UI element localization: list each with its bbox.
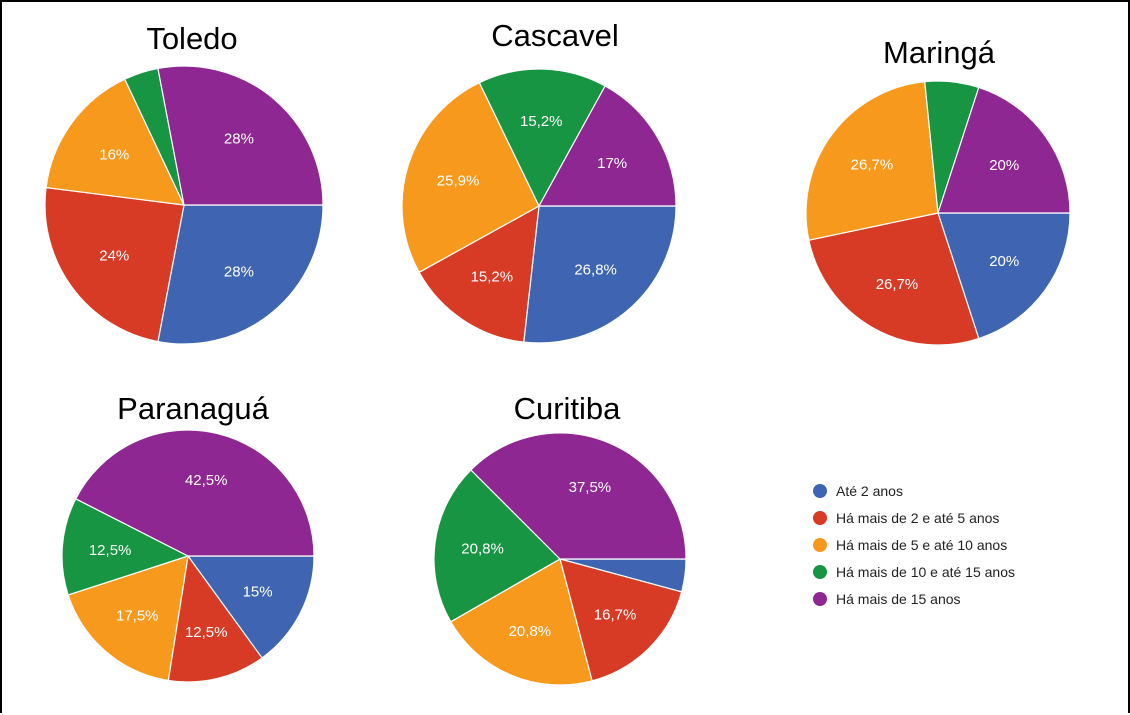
pie-slice-label: 20,8% [461, 541, 504, 558]
pie-slice-label: 26,7% [876, 276, 919, 293]
pie-slice-label: 25,9% [437, 172, 480, 189]
pie-chart: 28% 24% 16% 28% Toledo [44, 21, 324, 345]
legend-item: Há mais de 15 anos [813, 591, 961, 607]
pie-slice-label: 28% [224, 263, 254, 280]
pie-chart: 20% 26,7% 26,7% 20% Maringá [805, 35, 1071, 346]
pie-slice [937, 86, 1071, 214]
pie-chart: 16,7% 20,8% 20,8% 37,5% Curitiba [433, 391, 687, 686]
pie-slice [937, 212, 1071, 340]
pie-slice-label: 16,7% [594, 606, 637, 623]
legend-label: Até 2 anos [836, 483, 903, 499]
pie-slice-label: 16% [99, 146, 129, 163]
pie-chart: 15% 12,5% 17,5% 12,5% 42,5% Paranaguá [61, 391, 315, 683]
pie-slice [537, 85, 677, 207]
legend-label: Há mais de 2 e até 5 anos [836, 510, 999, 526]
pie-slice [401, 81, 540, 274]
pie-slice [186, 555, 315, 659]
pie-slice-label: 26,7% [851, 157, 894, 174]
legend-item: Até 2 anos [813, 483, 903, 499]
legend-swatch-icon [813, 511, 827, 525]
pie-slice-label: 12,5% [89, 542, 132, 559]
pie-slice [418, 204, 540, 343]
legend-swatch-icon [813, 592, 827, 606]
pie-slice-label: 15,2% [471, 269, 514, 286]
legend-label: Há mais de 10 e até 15 anos [836, 564, 1015, 580]
legend: Até 2 anos Há mais de 2 e até 5 anos Há … [813, 483, 1015, 607]
pie-slice [61, 497, 190, 596]
pie-chart-title: Cascavel [491, 18, 619, 53]
pie-slice [478, 68, 606, 208]
pie-chart-title: Maringá [883, 35, 996, 70]
pie-slice [805, 81, 939, 241]
pie-slice [449, 558, 593, 686]
pie-slice-label: 37,5% [569, 479, 612, 496]
pie-slice-label: 15% [243, 583, 273, 600]
pie-slice-label: 20% [989, 157, 1019, 174]
pie-slice-label: 17,5% [116, 607, 159, 624]
legend-swatch-icon [813, 538, 827, 552]
pie-chart-title: Paranaguá [117, 391, 269, 426]
pie-slice [157, 204, 324, 345]
pie-slice [45, 78, 186, 206]
pie-slice-label: 20% [989, 253, 1019, 270]
legend-swatch-icon [813, 565, 827, 579]
pie-slice [67, 555, 189, 682]
pie-slice [808, 212, 980, 346]
pie-slice [559, 558, 683, 682]
pie-slice-label: 15,2% [520, 113, 563, 130]
pie-slice-label: 20,8% [509, 623, 552, 640]
legend-label: Há mais de 5 e até 10 anos [836, 537, 1007, 553]
pie-slice [74, 429, 315, 557]
pie-slice [44, 186, 185, 343]
pie-chart-title: Curitiba [514, 391, 622, 426]
pie-slice [523, 205, 677, 344]
pie-chart: 26,8% 15,2% 25,9% 15,2% 17% Cascavel [401, 18, 677, 344]
pie-slice-label: 28% [224, 131, 254, 148]
pie-slice [433, 469, 561, 623]
pie-chart-title: Toledo [146, 21, 237, 56]
pie-slice-label: 12,5% [185, 624, 228, 641]
legend-item: Há mais de 5 e até 10 anos [813, 537, 1007, 553]
pie-slice-label: 24% [99, 248, 129, 265]
pie-slice-label: 17% [597, 155, 627, 172]
pie-slice [470, 432, 687, 560]
pie-slice-label: 42,5% [185, 472, 228, 489]
legend-item: Há mais de 2 e até 5 anos [813, 510, 999, 526]
pie-slice [167, 554, 263, 683]
legend-swatch-icon [813, 484, 827, 498]
legend-item: Há mais de 10 e até 15 anos [813, 564, 1015, 580]
pie-slice-label: 26,8% [574, 261, 617, 278]
pie-slice [157, 65, 324, 206]
legend-label: Há mais de 15 anos [836, 591, 961, 607]
